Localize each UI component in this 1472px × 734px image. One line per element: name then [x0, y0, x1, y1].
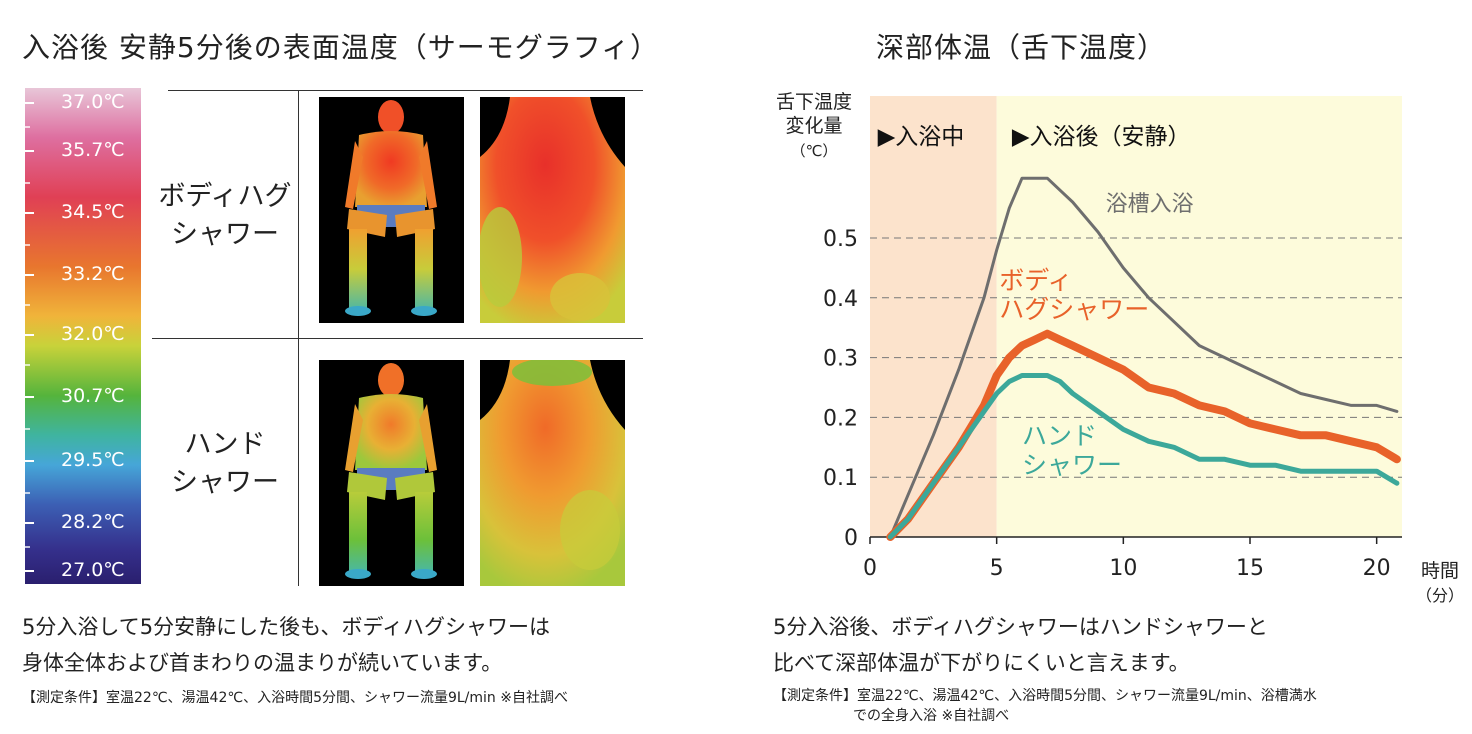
series-label: ハンド — [1022, 421, 1097, 450]
thermography-caption: 5分入浴して5分安静にした後も、ボディハグシャワーは 身体全体および首まわりの温… — [22, 615, 550, 675]
series-label: シャワー — [1022, 450, 1122, 479]
scale-tick — [25, 570, 34, 572]
series-label: ボディ — [999, 266, 1072, 295]
thermography-note: 【測定条件】室温22℃、湯温42℃、入浴時間5分間、シャワー流量9L/min ※… — [22, 690, 568, 706]
series-label: 浴槽入浴 — [1106, 192, 1194, 217]
x-tick-label: 15 — [1236, 556, 1264, 581]
thermography-title: 入浴後 安静5分後の表面温度（サーモグラフィ） — [22, 31, 660, 64]
table-column-divider — [298, 90, 299, 586]
y-tick-label: 0.3 — [823, 347, 858, 372]
scale-tick — [25, 396, 34, 398]
series-label: ハグシャワー — [999, 295, 1149, 324]
scale-minor-tick — [25, 428, 30, 430]
series-line — [888, 176, 1399, 539]
table-row-divider — [152, 338, 643, 339]
phase-label: ▶入浴中 — [878, 124, 965, 150]
x-axis-label: 時間 — [1421, 560, 1459, 582]
scale-minor-tick — [25, 364, 30, 366]
core-temperature-chart: ▶入浴中 ▶入浴後（安静） 0 0.1 0.2 0.3 0.4 0.5 0 5 10 15 20 舌下温度… — [776, 91, 1460, 605]
row-label-bodyhug: ボディハグ シャワー — [158, 181, 292, 250]
y-axis-label: 舌下温度 — [776, 91, 852, 113]
x-tick-label: 10 — [1109, 556, 1137, 581]
thermal-image-bodyhug-neck — [480, 97, 625, 323]
phase-region — [870, 96, 997, 537]
x-tick-label: 20 — [1363, 556, 1391, 581]
row-label-hand: ハンド シャワー — [171, 429, 279, 498]
chart-note: 【測定条件】室温22℃、湯温42℃、入浴時間5分間、シャワー流量9L/min、浴… — [773, 688, 1317, 724]
y-axis-label: 変化量 — [785, 115, 842, 137]
scale-minor-tick — [25, 546, 30, 548]
x-axis-label: （分） — [1416, 586, 1460, 605]
scale-minor-tick — [25, 304, 30, 306]
temperature-color-scale: 37.0℃ 35.7℃ 34.5℃ 33.2℃ 32.0℃ 30.7℃ 29.5℃ 28.2℃… — [25, 88, 141, 584]
series-line — [886, 329, 1401, 541]
scale-minor-tick — [25, 492, 30, 494]
scale-tick — [25, 460, 34, 462]
y-tick-label: 0.4 — [823, 287, 858, 312]
phase-label: ▶入浴後（安静） — [1012, 124, 1191, 150]
scale-tick — [25, 522, 34, 524]
y-tick-label: 0.2 — [823, 406, 858, 431]
phase-region — [996, 96, 1402, 537]
y-axis-label: （℃） — [791, 142, 838, 160]
y-tick-label: 0.1 — [823, 466, 858, 491]
x-tick-label: 5 — [990, 556, 1004, 581]
series-line — [887, 373, 1400, 540]
y-tick-label: 0.5 — [823, 227, 858, 252]
scale-label: 30.7℃ — [61, 385, 125, 407]
scale-label: 28.2℃ — [61, 511, 125, 533]
scale-tick — [25, 102, 34, 104]
chart-caption: 5分入浴後、ボディハグシャワーはハンドシャワーと 比べて深部体温が下がりにくいと… — [773, 615, 1268, 675]
scale-tick — [25, 150, 34, 152]
scale-label: 32.0℃ — [61, 323, 125, 345]
thermal-image-hand-neck — [480, 360, 625, 586]
scale-minor-tick — [25, 182, 30, 184]
y-tick-label: 0 — [844, 526, 858, 551]
thermal-image-hand-full-body — [319, 360, 464, 586]
scale-label: 29.5℃ — [61, 449, 125, 471]
x-tick-label: 0 — [863, 556, 877, 581]
scale-label: 37.0℃ — [61, 91, 125, 113]
scale-minor-tick — [25, 126, 30, 128]
thermal-image-bodyhug-full-body — [319, 97, 464, 323]
scale-tick — [25, 334, 34, 336]
chart-title: 深部体温（舌下温度） — [876, 31, 1167, 64]
scale-label: 33.2℃ — [61, 263, 125, 285]
scale-label: 27.0℃ — [61, 559, 125, 581]
scale-tick — [25, 274, 34, 276]
scale-label: 35.7℃ — [61, 139, 125, 161]
table-top-border — [168, 90, 643, 91]
scale-tick — [25, 212, 34, 214]
scale-minor-tick — [25, 244, 30, 246]
scale-label: 34.5℃ — [61, 201, 125, 223]
